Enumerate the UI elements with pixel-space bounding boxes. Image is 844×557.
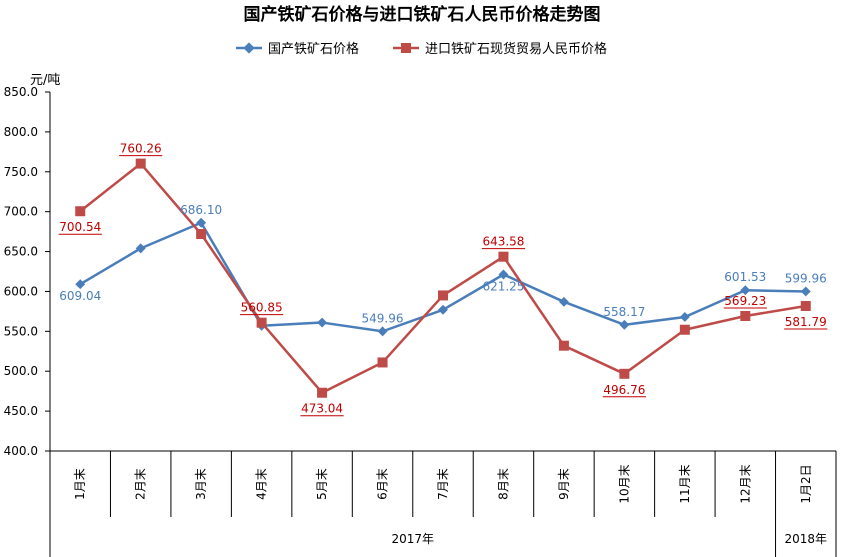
data-point-domestic [438, 304, 448, 315]
data-point-import [619, 368, 630, 379]
legend: 国产铁矿石价格 进口铁矿石现货贸易人民币价格 [236, 41, 607, 57]
x-category-label: 5月末 [315, 468, 329, 500]
x-category-label: 2月末 [134, 468, 148, 500]
data-point-import [438, 290, 448, 301]
legend-label-import: 进口铁矿石现货贸易人民币价格 [425, 41, 607, 57]
year-group-label: 2018年 [784, 532, 827, 546]
data-label-import: 760.26 [120, 142, 162, 156]
legend-item-domestic: 国产铁矿石价格 [236, 41, 359, 57]
x-category-label: 10月末 [617, 464, 631, 503]
legend-item-import: 进口铁矿石现货贸易人民币价格 [393, 41, 607, 57]
data-point-domestic [679, 312, 690, 322]
data-point-import [558, 340, 569, 351]
chart-title: 国产铁矿石价格与进口铁矿石人民币价格走势图 [244, 4, 601, 25]
data-point-import [196, 229, 207, 240]
data-point-domestic [135, 243, 146, 254]
y-tick-label: 750.0 [4, 165, 38, 179]
data-label-domestic: 686.10 [180, 203, 222, 217]
data-point-domestic [740, 285, 751, 296]
x-category-label: 8月末 [496, 468, 510, 500]
data-label-import: 643.58 [482, 235, 524, 249]
year-group-label: 2017年 [391, 532, 434, 546]
data-label-domestic: 621.25 [482, 279, 524, 293]
y-tick-label: 500.0 [4, 364, 38, 378]
data-label-domestic: 601.53 [724, 270, 766, 284]
series-line-1 [79, 162, 806, 394]
data-point-import [317, 387, 328, 398]
data-labels: 609.04 686.10 549.96 621.25 558.17 601.53 599.… [58, 142, 828, 417]
data-label-import: 473.04 [301, 402, 343, 416]
x-category-label: 12月末 [738, 464, 752, 503]
data-point-domestic [317, 317, 328, 328]
data-label-import: 581.79 [785, 315, 827, 329]
x-category-label: 6月末 [376, 468, 390, 500]
y-tick-label: 800.0 [4, 125, 38, 139]
data-label-domestic: 609.04 [59, 289, 101, 303]
data-label-domestic: 558.17 [603, 305, 645, 319]
data-label-import: 700.54 [59, 220, 101, 234]
data-point-import [498, 251, 509, 262]
y-tick-label: 850.0 [4, 85, 38, 99]
x-category-label: 1月2日 [799, 464, 813, 503]
data-label-import: 560.85 [241, 301, 283, 315]
data-point-domestic [619, 319, 630, 330]
data-label-import: 496.76 [603, 383, 645, 397]
series-layer [75, 158, 811, 398]
data-point-import [135, 158, 146, 169]
x-category-label: 7月末 [436, 468, 450, 500]
data-point-import [75, 206, 86, 217]
y-tick-label: 700.0 [4, 205, 38, 219]
data-point-domestic [196, 217, 207, 228]
data-point-domestic [800, 286, 811, 297]
data-point-import [256, 317, 267, 328]
data-point-import [740, 310, 751, 321]
x-category-label: 4月末 [255, 468, 269, 500]
y-tick-label: 650.0 [4, 245, 38, 259]
legend-label-domestic: 国产铁矿石价格 [268, 41, 359, 57]
data-label-domestic: 549.96 [362, 311, 404, 325]
series-line-0 [79, 221, 806, 333]
axes: 850.0 800.0 750.0 700.0 650.0 600.0 550.0 500.0… [4, 85, 837, 557]
y-tick-label: 600.0 [4, 284, 38, 298]
x-category-label: 3月末 [194, 468, 208, 500]
x-category-label: 9月末 [557, 468, 571, 500]
y-tick-label: 550.0 [4, 324, 38, 338]
legend-marker-domestic [243, 42, 255, 54]
x-category-label: 1月末 [73, 468, 87, 500]
y-tick-label: 400.0 [4, 444, 38, 458]
data-point-domestic [377, 326, 388, 337]
data-point-import [377, 357, 388, 368]
data-label-domestic: 599.96 [785, 271, 827, 285]
data-label-import: 569.23 [724, 294, 766, 308]
data-point-import [679, 324, 690, 335]
data-point-import [800, 300, 811, 311]
x-category-label: 11月末 [678, 464, 692, 503]
y-tick-label: 450.0 [4, 404, 38, 418]
y-axis-unit: 元/吨 [30, 73, 60, 88]
legend-marker-import [401, 43, 411, 53]
data-point-domestic [498, 269, 509, 280]
data-point-domestic [558, 296, 569, 307]
